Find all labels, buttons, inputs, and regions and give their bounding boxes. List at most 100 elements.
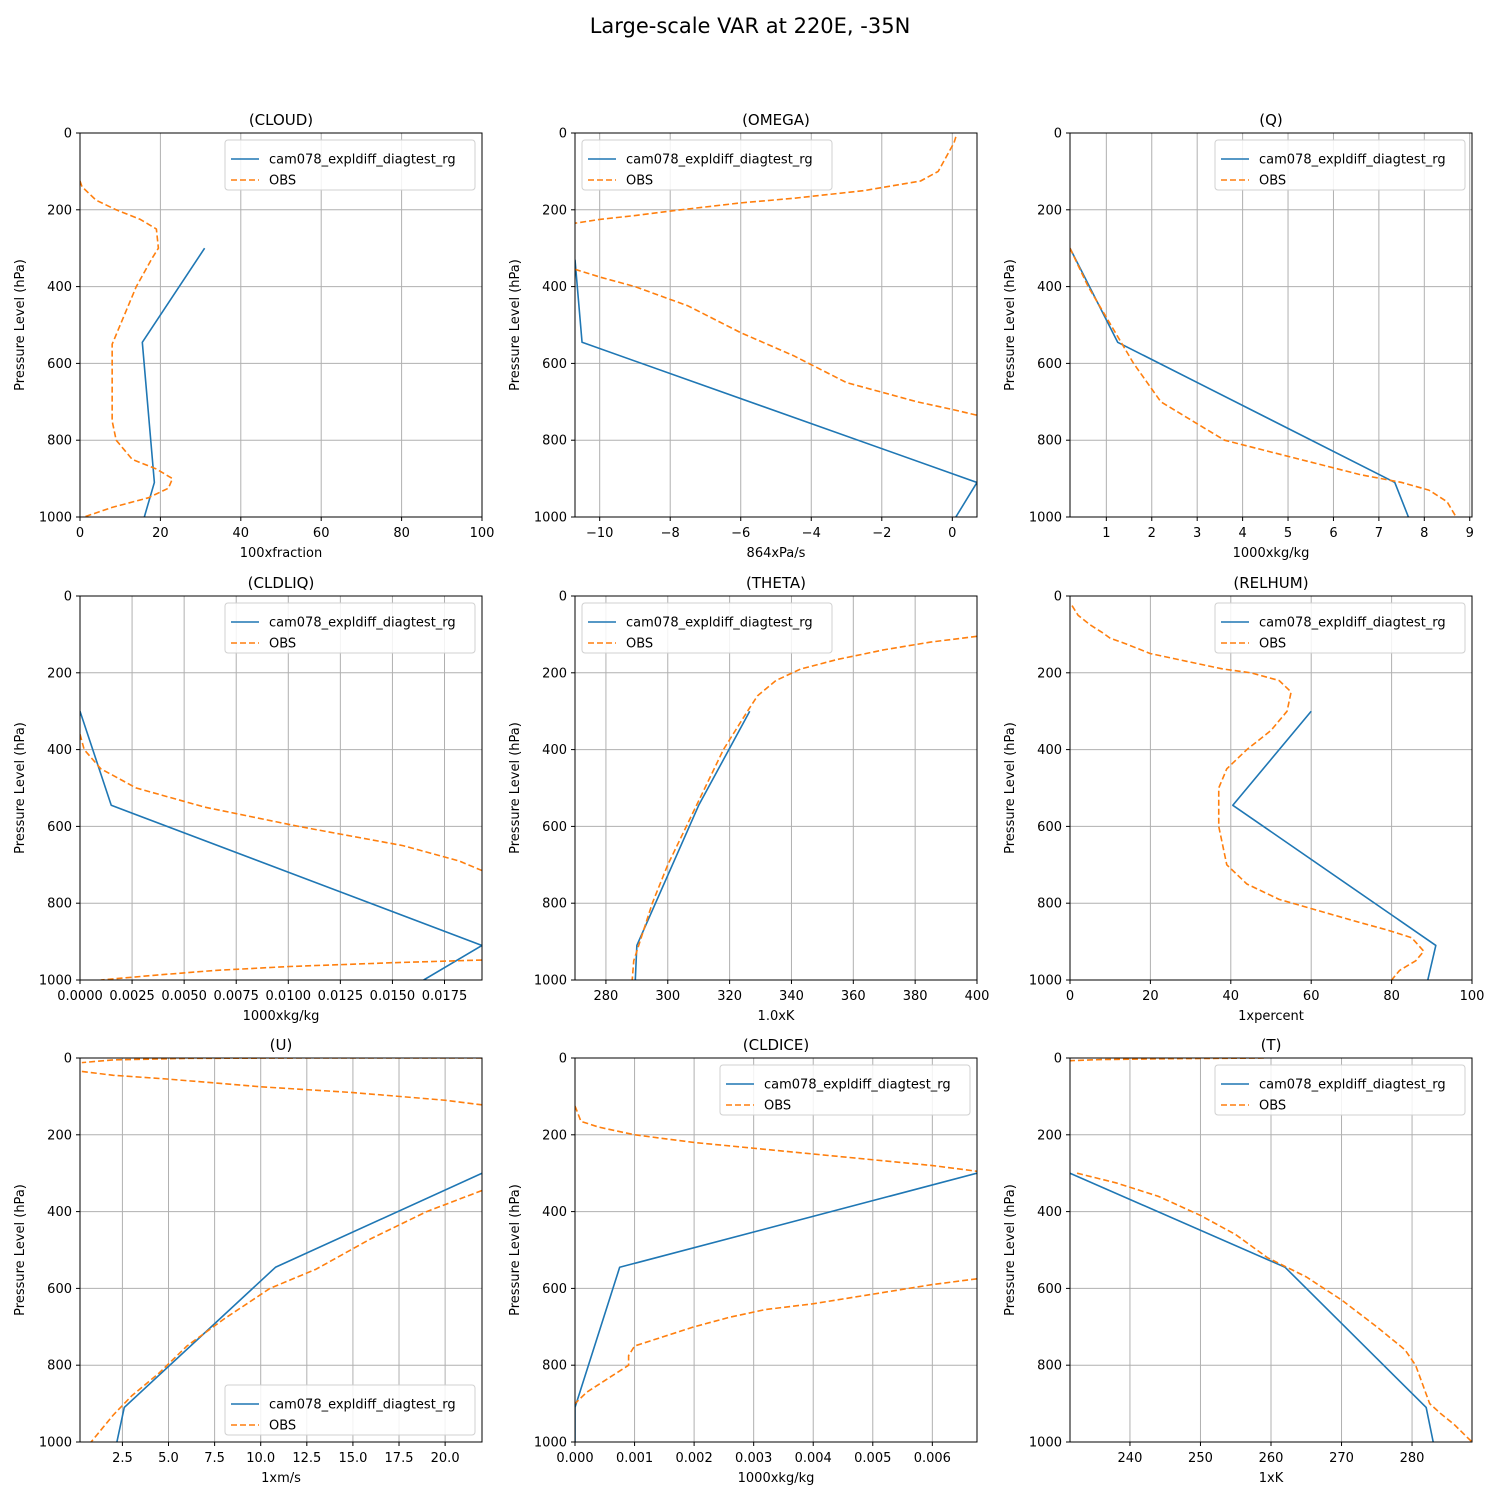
x-tick-label: −2 <box>872 526 891 541</box>
series-line-obs <box>80 734 482 872</box>
series-line-obs <box>1070 247 1457 517</box>
legend-box <box>581 139 833 191</box>
x-tick-label: 340 <box>779 989 804 1004</box>
x-axis-label: 100xfraction <box>240 546 322 561</box>
x-tick-label: 7.5 <box>204 1451 225 1466</box>
legend-box <box>1214 1064 1466 1116</box>
legend-box <box>581 602 833 654</box>
x-tick-label: 0.0025 <box>109 989 155 1004</box>
y-tick-label: 800 <box>1037 1359 1062 1374</box>
x-axis-label: 1.0xK <box>758 1009 795 1024</box>
x-tick-label: 0.0150 <box>370 989 416 1004</box>
series-line-model <box>634 710 751 980</box>
x-tick-label: 380 <box>903 989 928 1004</box>
x-tick-label: 360 <box>841 989 866 1004</box>
axes-frame <box>1069 595 1473 981</box>
subplot-title: (CLDLIQ) <box>248 574 315 592</box>
y-tick-label: 0 <box>1054 590 1062 605</box>
legend: cam078_expldiff_diagtest_rg OBS <box>224 602 476 654</box>
subplot-title: (T) <box>1261 1036 1282 1054</box>
subplot-title: (THETA) <box>746 574 806 592</box>
series-group <box>1071 605 1437 980</box>
x-axis-label: 1xpercent <box>1238 1009 1304 1024</box>
legend: cam078_expldiff_diagtest_rg OBS <box>581 139 833 191</box>
y-tick-label: 200 <box>542 203 567 218</box>
series-line-obs <box>81 1070 482 1106</box>
y-axis-label: Pressure Level (hPa) <box>1003 1184 1018 1316</box>
x-tick-label: 40 <box>1223 989 1240 1004</box>
y-tick-label: 600 <box>47 1282 72 1297</box>
axes-frame <box>574 132 978 518</box>
axes-frame <box>1069 132 1473 518</box>
legend: cam078_expldiff_diagtest_rg OBS <box>581 602 833 654</box>
x-tick-label: 0.0100 <box>266 989 312 1004</box>
y-axis-label: Pressure Level (hPa) <box>1003 722 1018 854</box>
x-tick-label: −8 <box>661 526 680 541</box>
x-tick-label: 0.000 <box>556 1451 593 1466</box>
x-tick-label: 2.5 <box>112 1451 133 1466</box>
y-tick-label: 1000 <box>1029 1436 1062 1451</box>
legend-label: cam078_expldiff_diagtest_rg <box>1259 153 1446 168</box>
x-tick-label: 270 <box>1329 1451 1354 1466</box>
subplot-t: 240 250 260 270 280 0 200 400 600 800 1000 (T) 1xK Pr… <box>1003 1036 1473 1486</box>
y-tick-label: 200 <box>1037 666 1062 681</box>
y-tick-label: 1000 <box>39 511 72 526</box>
y-tick-label: 200 <box>1037 1128 1062 1143</box>
legend-box <box>224 602 476 654</box>
series-group <box>631 635 977 980</box>
y-tick-label: 400 <box>542 743 567 758</box>
y-tick-label: 400 <box>47 1205 72 1220</box>
series-group <box>575 136 977 517</box>
x-tick-label: 7 <box>1375 526 1383 541</box>
y-tick-label: 1000 <box>534 511 567 526</box>
y-tick-label: 400 <box>47 280 72 295</box>
y-tick-label: 800 <box>1037 897 1062 912</box>
subplot-relhum: 0 20 40 60 80 10002004006008001000(RELHUM)1xp… <box>1003 574 1484 1024</box>
series-line-obs <box>90 1189 482 1442</box>
y-tick-label: 200 <box>47 203 72 218</box>
legend-box <box>1214 602 1466 654</box>
series-line-obs <box>80 180 174 517</box>
series-line-obs <box>1076 1172 1472 1442</box>
x-tick-label: 80 <box>1383 989 1400 1004</box>
subplot-q: 1 2 3 4 5 6 7 8 9 0 200 400 600 800 1000 (Q) 1000xkg/kg P… <box>1003 111 1474 561</box>
x-tick-label: 60 <box>1303 989 1320 1004</box>
x-tick-label: 20 <box>152 526 169 541</box>
x-tick-label: 6 <box>1329 526 1337 541</box>
y-tick-label: 800 <box>1037 434 1062 449</box>
y-axis-label: Pressure Level (hPa) <box>13 722 28 854</box>
x-tick-label: 100 <box>1460 989 1485 1004</box>
y-tick-label: 0 <box>64 127 72 142</box>
y-tick-label: 1000 <box>39 1436 72 1451</box>
series-line-obs <box>575 136 957 225</box>
y-tick-label: 800 <box>542 897 567 912</box>
x-axis-label: 1xm/s <box>261 1471 301 1486</box>
x-tick-label: 3 <box>1193 526 1201 541</box>
x-tick-label: 12.5 <box>292 1451 321 1466</box>
x-tick-label: 0 <box>1066 989 1074 1004</box>
legend: cam078_expldiff_diagtest_rg OBS <box>224 1384 476 1436</box>
x-tick-label: −10 <box>586 526 613 541</box>
y-tick-label: 1000 <box>534 974 567 989</box>
x-tick-label: 10.0 <box>246 1451 275 1466</box>
x-tick-label: 20 <box>1142 989 1159 1004</box>
y-tick-label: 400 <box>47 743 72 758</box>
y-tick-label: 0 <box>559 590 567 605</box>
series-line-obs <box>100 959 482 980</box>
x-axis-label: 1xK <box>1259 1471 1284 1486</box>
x-tick-label: 0.0050 <box>161 989 207 1004</box>
legend-label: cam078_expldiff_diagtest_rg <box>269 153 456 168</box>
y-tick-label: 0 <box>559 127 567 142</box>
x-tick-label: −4 <box>802 526 821 541</box>
y-tick-label: 600 <box>542 1282 567 1297</box>
subplot-title: (U) <box>270 1036 293 1054</box>
x-tick-label: 320 <box>717 989 742 1004</box>
legend-label: OBS <box>1259 1099 1286 1114</box>
x-tick-label: 40 <box>233 526 250 541</box>
series-line-obs <box>575 1278 977 1405</box>
y-axis-label: Pressure Level (hPa) <box>13 259 28 391</box>
x-tick-label: 5.0 <box>158 1451 179 1466</box>
legend-box <box>719 1064 971 1116</box>
series-line-model <box>1232 710 1437 980</box>
legend-box <box>1214 139 1466 191</box>
